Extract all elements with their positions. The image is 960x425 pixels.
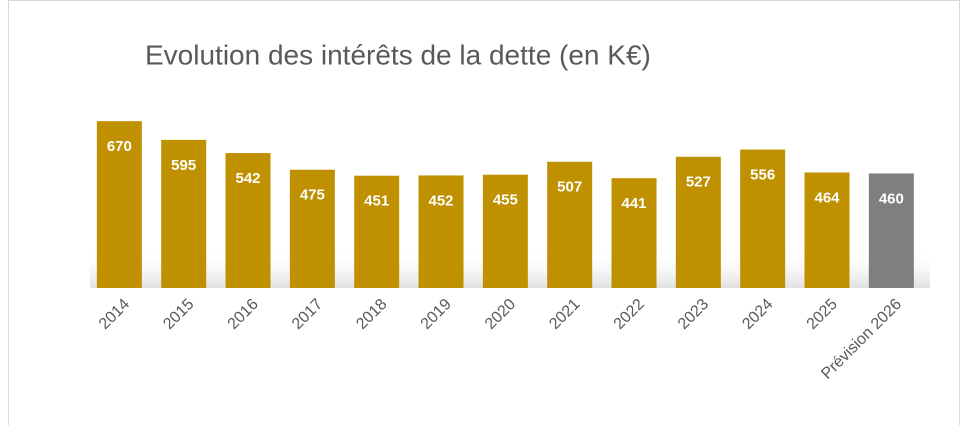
- x-tick-label: 2024: [739, 296, 776, 333]
- data-label: 460: [879, 190, 904, 207]
- bar: [161, 139, 207, 288]
- x-tick-label: 2021: [546, 296, 583, 333]
- data-label: 455: [493, 192, 518, 209]
- bar: [547, 161, 593, 288]
- x-tick-label: 2014: [96, 296, 133, 333]
- bar: [225, 153, 271, 288]
- x-tick-label: 2018: [353, 296, 390, 333]
- data-label: 670: [107, 138, 132, 155]
- x-tick-label: 2016: [225, 296, 262, 333]
- x-tick-label: 2022: [611, 296, 648, 333]
- bar: [354, 175, 400, 288]
- data-label: 556: [750, 167, 775, 184]
- bar: [289, 169, 335, 288]
- data-label: 507: [557, 179, 582, 196]
- data-label: 464: [814, 189, 840, 206]
- chart-title: Evolution des intérêts de la dette (en K…: [145, 39, 651, 70]
- x-tick-label: 2020: [482, 296, 519, 333]
- data-label: 441: [621, 195, 646, 212]
- x-tick-label: 2017: [289, 296, 326, 333]
- x-tick-label: 2025: [804, 296, 841, 333]
- bar: [740, 149, 786, 288]
- data-label: 452: [429, 192, 454, 209]
- bar: [611, 178, 657, 288]
- bar: [482, 174, 528, 288]
- data-label: 542: [236, 170, 261, 187]
- data-label: 527: [686, 174, 711, 191]
- bar: [675, 156, 721, 288]
- x-tick-label: 2023: [675, 296, 712, 333]
- data-label: 475: [300, 187, 325, 204]
- bar: [868, 173, 914, 288]
- x-tick-label: 2019: [418, 296, 455, 333]
- data-label: 451: [364, 193, 389, 210]
- bar: [96, 121, 142, 288]
- bar: [804, 172, 850, 288]
- data-label: 595: [171, 157, 196, 174]
- bar: [418, 175, 464, 288]
- x-tick-label: 2015: [160, 296, 197, 333]
